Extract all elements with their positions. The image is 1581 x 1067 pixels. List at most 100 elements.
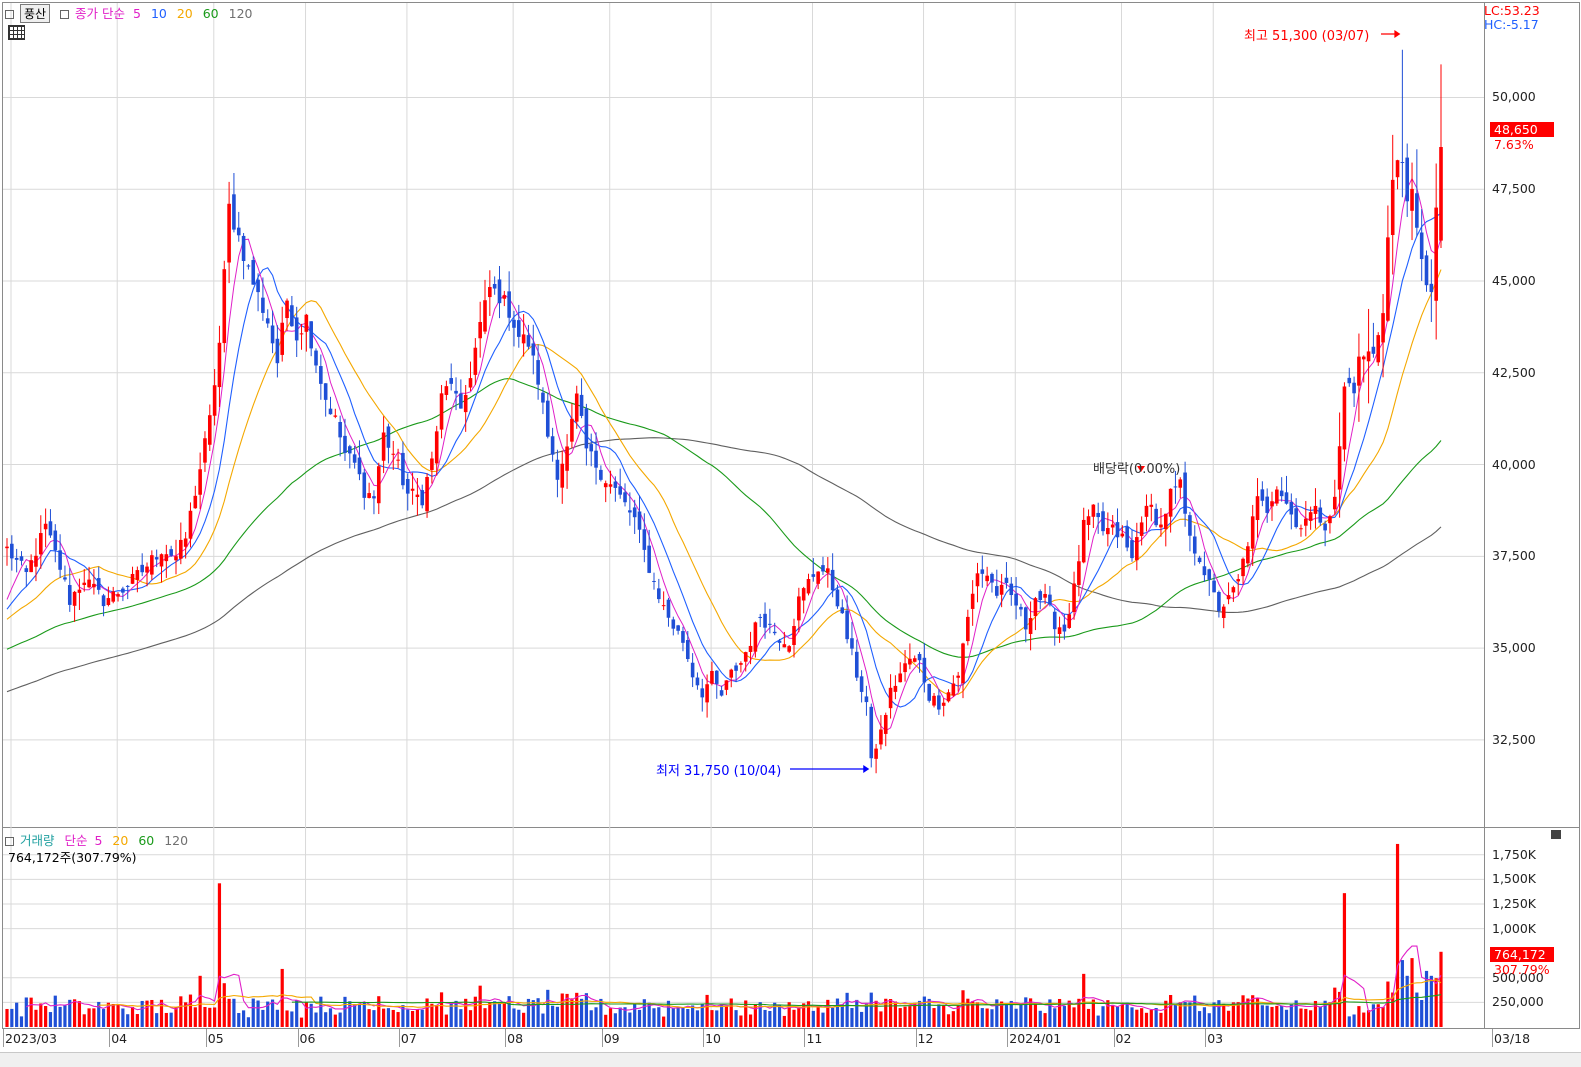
candle	[753, 621, 758, 658]
volume-bar	[860, 1011, 864, 1027]
candle-body	[850, 638, 854, 649]
candle	[193, 485, 198, 509]
volume-bar	[782, 1015, 786, 1027]
volume-bar	[155, 1013, 159, 1027]
panel-toggle-icon[interactable]	[5, 10, 14, 19]
chart-scrollbar[interactable]	[0, 1052, 1581, 1067]
time-tick-label: 02	[1115, 1031, 1132, 1046]
volume-bar	[48, 1012, 53, 1027]
price-axis-panel	[1484, 2, 1580, 828]
candle-body	[685, 640, 690, 660]
candle	[768, 608, 772, 634]
candle-body	[459, 393, 463, 409]
volume-bar	[541, 1013, 545, 1027]
candle	[956, 671, 960, 692]
volume-close-icon[interactable]	[1551, 830, 1561, 839]
volume-bar	[575, 992, 579, 1027]
candle-body	[628, 510, 632, 513]
candle	[850, 621, 854, 656]
candle	[1149, 493, 1154, 522]
candles	[5, 49, 1443, 774]
candle	[24, 565, 29, 588]
candle	[212, 369, 217, 426]
candle-body	[555, 459, 560, 480]
legend-ma120: 120	[228, 6, 253, 21]
candle-body	[1231, 587, 1236, 593]
grid-table-icon[interactable]	[8, 25, 25, 40]
candle	[63, 565, 67, 582]
candle	[647, 529, 651, 574]
volume-bar	[594, 1007, 598, 1027]
candle	[140, 553, 144, 577]
volume-bar	[724, 1006, 729, 1027]
candle	[1390, 134, 1395, 275]
candle	[164, 544, 169, 578]
volume-legend-ma: 단순	[64, 833, 88, 848]
candle-body	[1289, 501, 1294, 515]
candle	[67, 567, 72, 612]
volume-bar	[483, 1008, 487, 1027]
volume-bar	[908, 1006, 912, 1027]
volume-bar	[246, 1017, 251, 1027]
candle-body	[970, 593, 975, 609]
candle	[1019, 603, 1023, 617]
volume-bar	[536, 998, 540, 1027]
candle-body	[1183, 472, 1187, 514]
volume-bar	[869, 992, 873, 1027]
volume-bar	[439, 992, 444, 1027]
volume-bar	[1057, 998, 1062, 1027]
volume-bar	[1255, 998, 1260, 1027]
stock-name-tag[interactable]: 풍산	[19, 4, 51, 23]
candle	[492, 276, 497, 295]
candle	[980, 555, 985, 588]
volume-bar	[695, 1010, 700, 1027]
candle-body	[1120, 533, 1125, 537]
candle-body	[917, 653, 922, 661]
volume-bar	[1212, 1002, 1216, 1027]
candle-body	[1439, 147, 1443, 241]
volume-bar	[121, 1008, 125, 1027]
candle	[236, 211, 241, 242]
candle-body	[550, 436, 555, 455]
candle	[695, 672, 700, 690]
candle	[893, 675, 898, 700]
volume-legend-label: 거래량	[19, 833, 55, 848]
candle	[1371, 322, 1376, 358]
volume-bar	[256, 1000, 260, 1027]
volume-bar	[777, 1005, 782, 1027]
volume-bar	[464, 998, 468, 1027]
candle	[1386, 205, 1390, 322]
candle	[420, 484, 425, 509]
candle	[637, 495, 642, 544]
candle-body	[1284, 492, 1289, 504]
volume-toggle-icon[interactable]	[5, 837, 14, 846]
price-tick-label: 40,000	[1492, 456, 1536, 472]
candle	[594, 432, 598, 485]
dividend-marker	[1137, 466, 1145, 472]
candle	[1101, 502, 1105, 536]
volume-bar	[275, 1009, 279, 1027]
candle	[516, 304, 521, 348]
candle-body	[835, 589, 840, 607]
last-change-percent: 7.63%	[1494, 137, 1534, 152]
candle-body	[579, 394, 584, 416]
candle-body	[261, 297, 265, 313]
candle-body	[294, 317, 299, 341]
candle-body	[806, 579, 811, 594]
legend-toggle-icon[interactable]	[60, 10, 70, 19]
volume-bar	[1053, 1008, 1057, 1027]
candle-body	[985, 575, 989, 582]
candle-body	[941, 702, 946, 706]
volume-bar	[864, 1003, 869, 1027]
candle-body	[468, 378, 473, 388]
candle	[545, 392, 550, 439]
candle-body	[38, 533, 43, 555]
candle-body	[488, 287, 492, 298]
candle-body	[1371, 346, 1376, 354]
volume-bar	[425, 998, 429, 1027]
candle-body	[256, 279, 260, 293]
candle	[608, 470, 613, 494]
volume-bar	[1188, 1002, 1192, 1027]
candle-body	[1410, 188, 1414, 211]
candle	[1241, 557, 1245, 585]
